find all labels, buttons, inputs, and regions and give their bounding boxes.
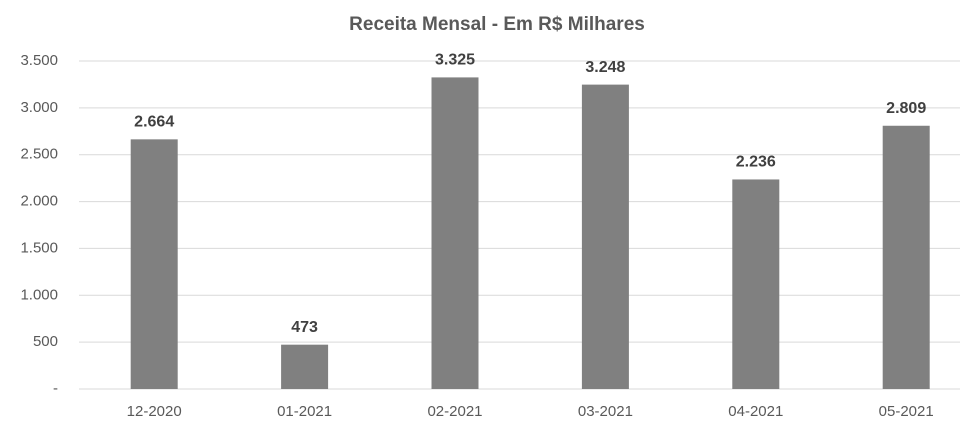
value-label: 3.248 <box>585 59 625 76</box>
x-tick-label: 05-2021 <box>879 403 934 420</box>
y-tick-label: 2.000 <box>20 193 58 210</box>
x-tick-label: 12-2020 <box>127 403 182 420</box>
value-label: 2.236 <box>736 154 776 171</box>
value-label: 2.664 <box>134 114 174 131</box>
bar <box>281 344 329 389</box>
y-tick-label: 1.000 <box>20 286 58 303</box>
bar <box>431 77 479 390</box>
value-label: 473 <box>291 319 318 336</box>
value-label: 2.809 <box>886 100 926 117</box>
x-tick-label: 03-2021 <box>578 403 633 420</box>
y-tick-label: 2.500 <box>20 146 58 163</box>
bar <box>130 139 178 389</box>
x-tick-label: 01-2021 <box>277 403 332 420</box>
chart-title: Receita Mensal - Em R$ Milhares <box>349 14 645 35</box>
y-tick-label: 3.000 <box>20 99 58 116</box>
y-tick-label: 1.500 <box>20 239 58 256</box>
bar <box>581 84 629 389</box>
bar <box>882 125 930 390</box>
value-label: 3.325 <box>435 52 475 69</box>
x-tick-label: 02-2021 <box>427 403 482 420</box>
y-tick-label: 3.500 <box>20 52 58 69</box>
x-tick-label: 04-2021 <box>728 403 783 420</box>
y-tick-label: - <box>53 380 58 397</box>
bar <box>732 179 780 389</box>
y-tick-label: 500 <box>33 333 58 350</box>
